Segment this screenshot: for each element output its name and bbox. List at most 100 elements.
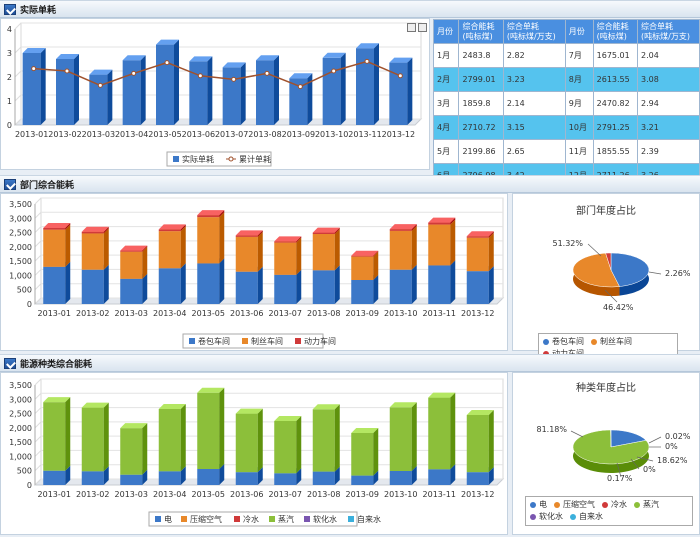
x-tick-label: 2013-02 [76,490,109,499]
x-tick-label: 2013-09 [346,309,379,318]
legend-dot [634,502,640,508]
bar-segment [390,407,412,471]
bar-segment [197,263,219,304]
print-icon[interactable] [418,23,427,32]
bar-segment [43,471,65,485]
legend-swatch [155,516,161,522]
table-cell: 2.82 [503,44,565,68]
bar-side [219,388,224,469]
bar-segment [43,228,65,230]
pie-label: 0% [665,442,678,451]
table-cell: 2.94 [638,92,700,116]
bar-segment [223,67,241,125]
bar-segment [351,280,373,304]
bar-segment [56,59,74,125]
table-cell: 3月 [434,92,459,116]
bar-side [407,58,412,125]
bar-side [104,265,109,304]
bar-side [65,225,70,267]
bar-side [412,226,417,270]
y-tick-label: 1 [7,97,12,106]
table-cell: 2613.55 [593,68,637,92]
grid-line [35,379,41,385]
legend-label: 电 [164,514,172,524]
pie-label: 2.26% [665,269,691,278]
line-point [365,59,369,63]
bar-side [296,416,301,473]
legend-dot [554,502,560,508]
bar-side [373,252,378,280]
bar-segment [82,408,104,472]
legend-dot [530,514,536,520]
table-cell: 2799.01 [459,68,503,92]
y-tick-label: 2,000 [9,243,32,252]
bar-segment [120,251,142,252]
line-point [398,74,402,78]
table-cell: 9月 [565,92,593,116]
legend-label: 蒸汽 [278,514,294,524]
legend-dot [570,514,576,520]
legend-item[interactable]: 蒸汽 [634,499,659,511]
legend-label: 实际单耗 [182,154,214,164]
grid-line [35,465,41,471]
line-point [332,69,336,73]
bar-segment [313,233,335,234]
x-tick-label: 2013-03 [82,130,115,139]
bar-segment [236,237,258,272]
bar-segment [159,409,181,471]
y-tick-label: 1,500 [9,257,32,266]
x-tick-label: 2013-10 [384,309,417,318]
pie-leader-line [649,437,661,443]
legend-item[interactable]: 压缩空气 [554,499,595,511]
y-tick-label: 3,500 [9,381,32,390]
section-title: 能源种类综合能耗 [20,357,92,370]
legend-item[interactable]: 卷包车间 [543,336,584,348]
grid-line [15,47,21,53]
bar-segment [159,231,181,268]
bar-segment [313,409,335,471]
grid-line [35,393,41,399]
legend-item[interactable]: 冷水 [602,499,627,511]
bar-side [104,228,109,269]
legend-dot [530,502,536,508]
save-icon[interactable] [407,23,416,32]
bar-segment [159,268,181,304]
legend-swatch [234,516,240,522]
bar-side [373,428,378,476]
bar-segment [156,45,174,125]
y-tick-label: 0 [27,481,32,490]
bar-segment [120,428,142,475]
pie-label: 0.02% [665,432,691,441]
consumption-table: 月份 综合能耗 (吨标煤) 综合单耗 (吨标煤/万支) 月份 综合能耗 (吨标煤… [433,19,700,188]
table-header-row: 月份 综合能耗 (吨标煤) 综合单耗 (吨标煤/万支) 月份 综合能耗 (吨标煤… [434,20,700,44]
x-tick-label: 2013-08 [307,490,340,499]
table-header-cell: 综合能耗 (吨标煤) [459,20,503,44]
table-cell: 2710.72 [459,116,503,140]
table-cell: 1675.01 [593,44,637,68]
bar-segment [256,60,274,125]
table-header-cell: 综合能耗 (吨标煤) [593,20,637,44]
bar-segment [428,225,450,266]
bar-segment [197,217,219,263]
legend-item[interactable]: 自来水 [570,511,603,523]
bar-side [107,70,112,125]
y-tick-label: 2 [7,73,12,82]
table-cell: 3.21 [638,116,700,140]
legend-label: 自来水 [357,514,381,524]
bar-segment [82,233,104,269]
legend-item[interactable]: 电 [530,499,547,511]
legend-item[interactable]: 制丝车间 [591,336,632,348]
pie-label: 81.18% [536,425,567,434]
pie-leader-line [571,431,583,437]
legend-item[interactable]: 软化水 [530,511,563,523]
line-point [132,71,136,75]
section-title: 实际单耗 [20,3,56,16]
department-consumption-chart: 05001,0001,5002,0002,5003,0003,5002013-0… [1,194,507,350]
bar-segment [390,471,412,485]
x-tick-label: 2013-02 [48,130,81,139]
bar-segment [313,234,335,270]
y-tick-label: 3,000 [9,395,32,404]
bar-side [65,262,70,304]
